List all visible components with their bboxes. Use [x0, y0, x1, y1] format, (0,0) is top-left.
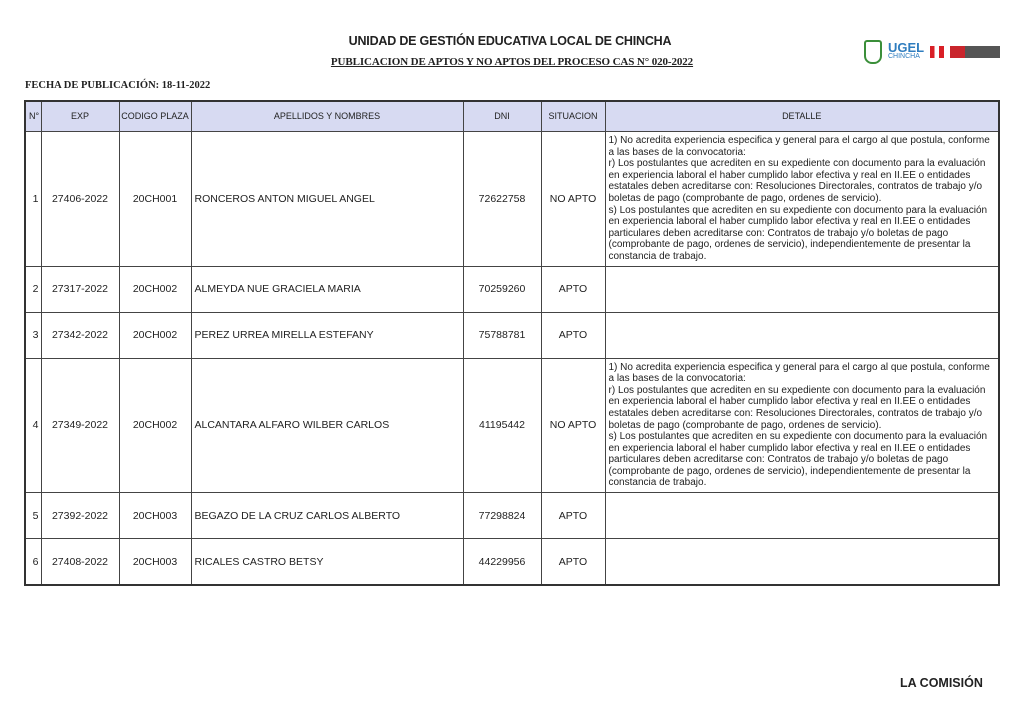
cell-exp: 27408-2022 — [40, 538, 120, 586]
cell-n: 4 — [24, 357, 42, 494]
cell-codigo: 20CH002 — [118, 311, 192, 359]
page-title: UNIDAD DE GESTIÓN EDUCATIVA LOCAL DE CHI… — [348, 34, 672, 48]
cell-codigo: 20CH003 — [118, 538, 192, 586]
shield-icon — [864, 40, 882, 64]
logo-text: UGEL — [888, 40, 925, 55]
table-row: 5 27392-2022 20CH003 BEGAZO DE LA CRUZ CARL… — [24, 492, 1000, 540]
cell-detalle — [604, 311, 1000, 359]
page-subtitle: PUBLICACION DE APTOS Y NO APTOS DEL PROC… — [330, 56, 694, 68]
cell-situacion: APTO — [540, 265, 606, 313]
detail-paragraph: s) Los postulantes que acrediten en su e… — [608, 431, 988, 489]
column-header: CODIGO PLAZA — [118, 100, 192, 132]
table-row: 1 27406-2022 20CH001 RONCEROS ANTON MIGUEL … — [24, 131, 1000, 267]
table-row: 2 27317-2022 20CH002 ALMEYDA NUE GRACIELA M… — [24, 265, 1000, 313]
cell-dni: 44229956 — [462, 538, 542, 586]
peru-flag-icon — [930, 46, 945, 58]
column-header: N° — [24, 100, 42, 132]
cell-n: 5 — [24, 492, 42, 540]
cell-detalle — [604, 265, 1000, 313]
cell-exp: 27406-2022 — [40, 131, 120, 267]
publication-date: FECHA DE PUBLICACIÓN: 18-11-2022 — [25, 80, 211, 91]
cell-dni: 77298824 — [462, 492, 542, 540]
cell-dni: 72622758 — [462, 131, 542, 267]
cell-nombre: ALCANTARA ALFARO WILBER CARLOS — [190, 357, 464, 494]
detail-paragraph: 1) No acredita experiencia especifica y … — [608, 361, 990, 385]
cell-exp: 27317-2022 — [40, 265, 120, 313]
cell-nombre: PEREZ URREA MIRELLA ESTEFANY — [190, 311, 464, 359]
detail-paragraph: r) Los postulantes que acrediten en su e… — [608, 158, 986, 204]
cell-n: 3 — [24, 311, 42, 359]
table-row: 4 27349-2022 20CH002 ALCANTARA ALFARO WILBE… — [24, 357, 1000, 494]
cell-codigo: 20CH003 — [118, 492, 192, 540]
detail-paragraph: s) Los postulantes que acrediten en su e… — [608, 204, 988, 262]
cell-n: 1 — [24, 131, 42, 267]
cell-detalle: 1) No acredita experiencia especifica y … — [604, 131, 1000, 267]
cell-dni: 41195442 — [462, 357, 542, 494]
cell-detalle: 1) No acredita experiencia especifica y … — [604, 357, 1000, 494]
results-table: N° EXP CODIGO PLAZA APELLIDOS Y NOMBRES DNI S… — [24, 100, 1000, 587]
cell-situacion: APTO — [540, 538, 606, 586]
ministry-logo — [950, 46, 1001, 58]
table-row: 6 27408-2022 20CH003 RICALES CASTRO BETSY 44… — [24, 538, 1000, 586]
column-header: DETALLE — [604, 100, 1000, 132]
detail-paragraph: 1) No acredita experiencia especifica y … — [608, 135, 990, 158]
cell-codigo: 20CH001 — [118, 131, 192, 267]
ugel-logo: UGEL CHINCHA — [864, 40, 1001, 64]
cell-nombre: RICALES CASTRO BETSY — [190, 538, 464, 586]
cell-codigo: 20CH002 — [118, 357, 192, 494]
cell-situacion: NO APTO — [540, 357, 606, 494]
cell-dni: 75788781 — [462, 311, 542, 359]
cell-dni: 70259260 — [462, 265, 542, 313]
cell-exp: 27392-2022 — [40, 492, 120, 540]
cell-n: 2 — [24, 265, 42, 313]
commission-signature: LA COMISIÓN — [900, 676, 983, 690]
cell-nombre: ALMEYDA NUE GRACIELA MARIA — [190, 265, 464, 313]
cell-detalle — [604, 538, 1000, 586]
cell-nombre: BEGAZO DE LA CRUZ CARLOS ALBERTO — [190, 492, 464, 540]
logo-sub: CHINCHA — [888, 53, 920, 60]
cell-codigo: 20CH002 — [118, 265, 192, 313]
cell-exp: 27349-2022 — [40, 357, 120, 494]
cell-detalle — [604, 492, 1000, 540]
cell-nombre: RONCEROS ANTON MIGUEL ANGEL — [190, 131, 464, 267]
table-row: 3 27342-2022 20CH002 PEREZ URREA MIRELLA ES… — [24, 311, 1000, 359]
cell-n: 6 — [24, 538, 42, 586]
cell-situacion: APTO — [540, 311, 606, 359]
column-header: EXP — [40, 100, 120, 132]
detail-paragraph: r) Los postulantes que acrediten en su e… — [608, 384, 986, 431]
cell-situacion: APTO — [540, 492, 606, 540]
column-header: SITUACION — [540, 100, 606, 132]
cell-exp: 27342-2022 — [40, 311, 120, 359]
cell-situacion: NO APTO — [540, 131, 606, 267]
column-header: APELLIDOS Y NOMBRES — [190, 100, 464, 132]
column-header: DNI — [462, 100, 542, 132]
